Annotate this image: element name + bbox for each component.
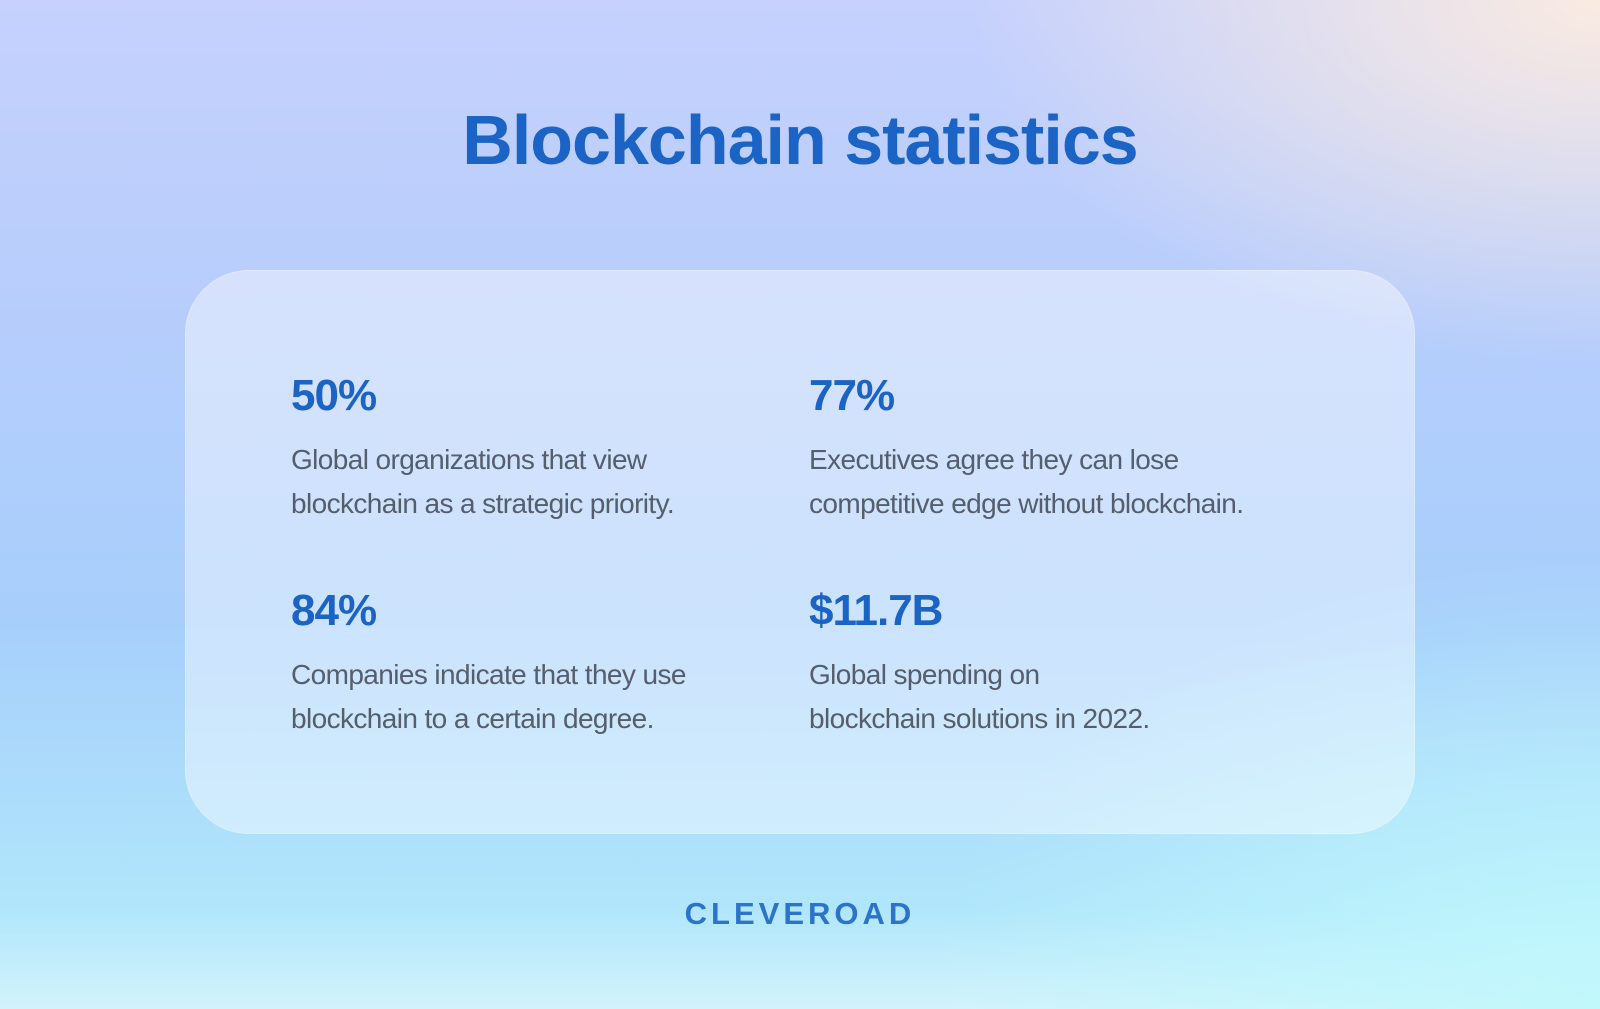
stat-value: 77% (809, 371, 895, 420)
stat-description-line: Executives agree they can lose (809, 444, 1179, 475)
stats-card: 50% Global organizations that view block… (185, 270, 1415, 834)
stat-description: Companies indicate that they use blockch… (291, 653, 771, 741)
stat-description-line: competitive edge without blockchain. (809, 488, 1244, 519)
brand-logo: CLEVEROAD (684, 896, 916, 931)
stat-value: 50% (291, 371, 377, 420)
stat-item-companies: 84% Companies indicate that they use blo… (291, 585, 771, 741)
stat-item-executives: 77% Executives agree they can lose compe… (809, 370, 1349, 526)
stat-description-line: blockchain solutions in 2022. (809, 703, 1150, 734)
page-title: Blockchain statistics (462, 101, 1138, 179)
stat-value: 84% (291, 586, 377, 635)
stat-description-line: blockchain as a strategic priority. (291, 488, 675, 519)
stat-description: Executives agree they can lose competiti… (809, 438, 1349, 526)
stat-item-spending: $11.7B Global spending on blockchain sol… (809, 585, 1349, 741)
stat-description-line: blockchain to a certain degree. (291, 703, 654, 734)
stat-description: Global organizations that view blockchai… (291, 438, 771, 526)
stat-description: Global spending on blockchain solutions … (809, 653, 1349, 741)
stat-description-line: Global spending on (809, 659, 1040, 690)
stat-value: $11.7B (809, 586, 943, 635)
stat-item-organizations: 50% Global organizations that view block… (291, 370, 771, 526)
stat-description-line: Global organizations that view (291, 444, 647, 475)
stat-description-line: Companies indicate that they use (291, 659, 686, 690)
